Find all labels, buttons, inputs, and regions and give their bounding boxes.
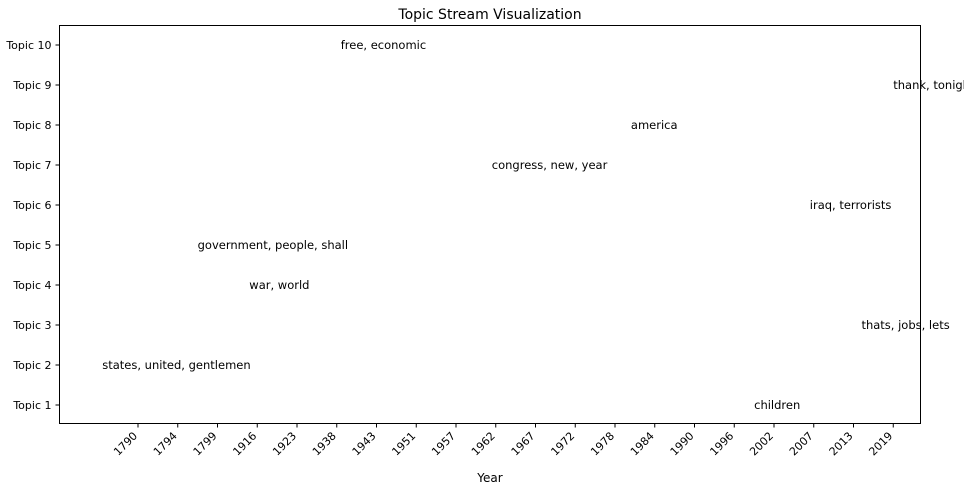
x-tick-label: 2019 [866,429,895,458]
y-tick-label: Topic 2 [12,359,51,372]
x-tick-label: 1978 [588,429,617,458]
x-tick-label: 1943 [350,429,379,458]
x-tick-label: 1951 [389,429,418,458]
topic-annotation: government, people, shall [198,238,348,252]
x-tick-label: 1996 [707,429,736,458]
x-tick-label: 1938 [310,429,339,458]
plot-area [59,25,921,424]
x-tick-label: 1990 [668,429,697,458]
y-tick-label: Topic 10 [5,39,51,52]
y-axis: Topic 1 Topic 2 Topic 3 Topic 4 Topic 5 Topic… [5,39,60,412]
y-tick-label: Topic 5 [12,239,51,252]
x-tick-label: 1799 [191,429,220,458]
topic-annotations: children states, united, gentlemen thats, … [102,38,964,412]
x-axis-label: Year [476,471,502,485]
y-tick-label: Topic 7 [12,159,51,172]
y-tick-label: Topic 8 [12,119,51,132]
topic-annotation: free, economic [341,38,426,52]
topic-annotation: thats, jobs, lets [861,318,949,332]
x-tick-label: 1794 [151,429,180,458]
y-tick-label: Topic 4 [12,279,51,292]
topic-annotation: america [631,118,678,132]
y-tick-label: Topic 6 [12,199,51,212]
x-tick-label: 2002 [747,429,776,458]
y-tick-label: Topic 3 [12,319,51,332]
topic-annotation: states, united, gentlemen [102,358,250,372]
x-tick-label: 2013 [827,429,856,458]
chart-title: Topic Stream Visualization [397,7,581,23]
topic-annotation: congress, new, year [492,158,608,172]
topic-annotation: war, world [249,278,309,292]
x-axis: 1790 1794 1799 1916 1923 1938 1943 1951 1957 1962… [111,423,895,458]
topic-annotation: children [754,398,800,412]
x-tick-label: 1916 [230,429,259,458]
x-tick-label: 1972 [548,429,577,458]
x-tick-label: 1957 [429,429,458,458]
y-tick-label: Topic 9 [12,79,51,92]
y-tick-label: Topic 1 [12,399,51,412]
topic-annotation: iraq, terrorists [810,198,892,212]
x-tick-label: 1984 [628,429,657,458]
topic-annotation: thank, tonight, american [893,78,964,92]
x-tick-label: 1923 [270,429,299,458]
x-tick-label: 1790 [111,429,140,458]
x-tick-label: 1967 [509,429,538,458]
x-tick-label: 1962 [469,429,498,458]
x-tick-label: 2007 [787,429,816,458]
